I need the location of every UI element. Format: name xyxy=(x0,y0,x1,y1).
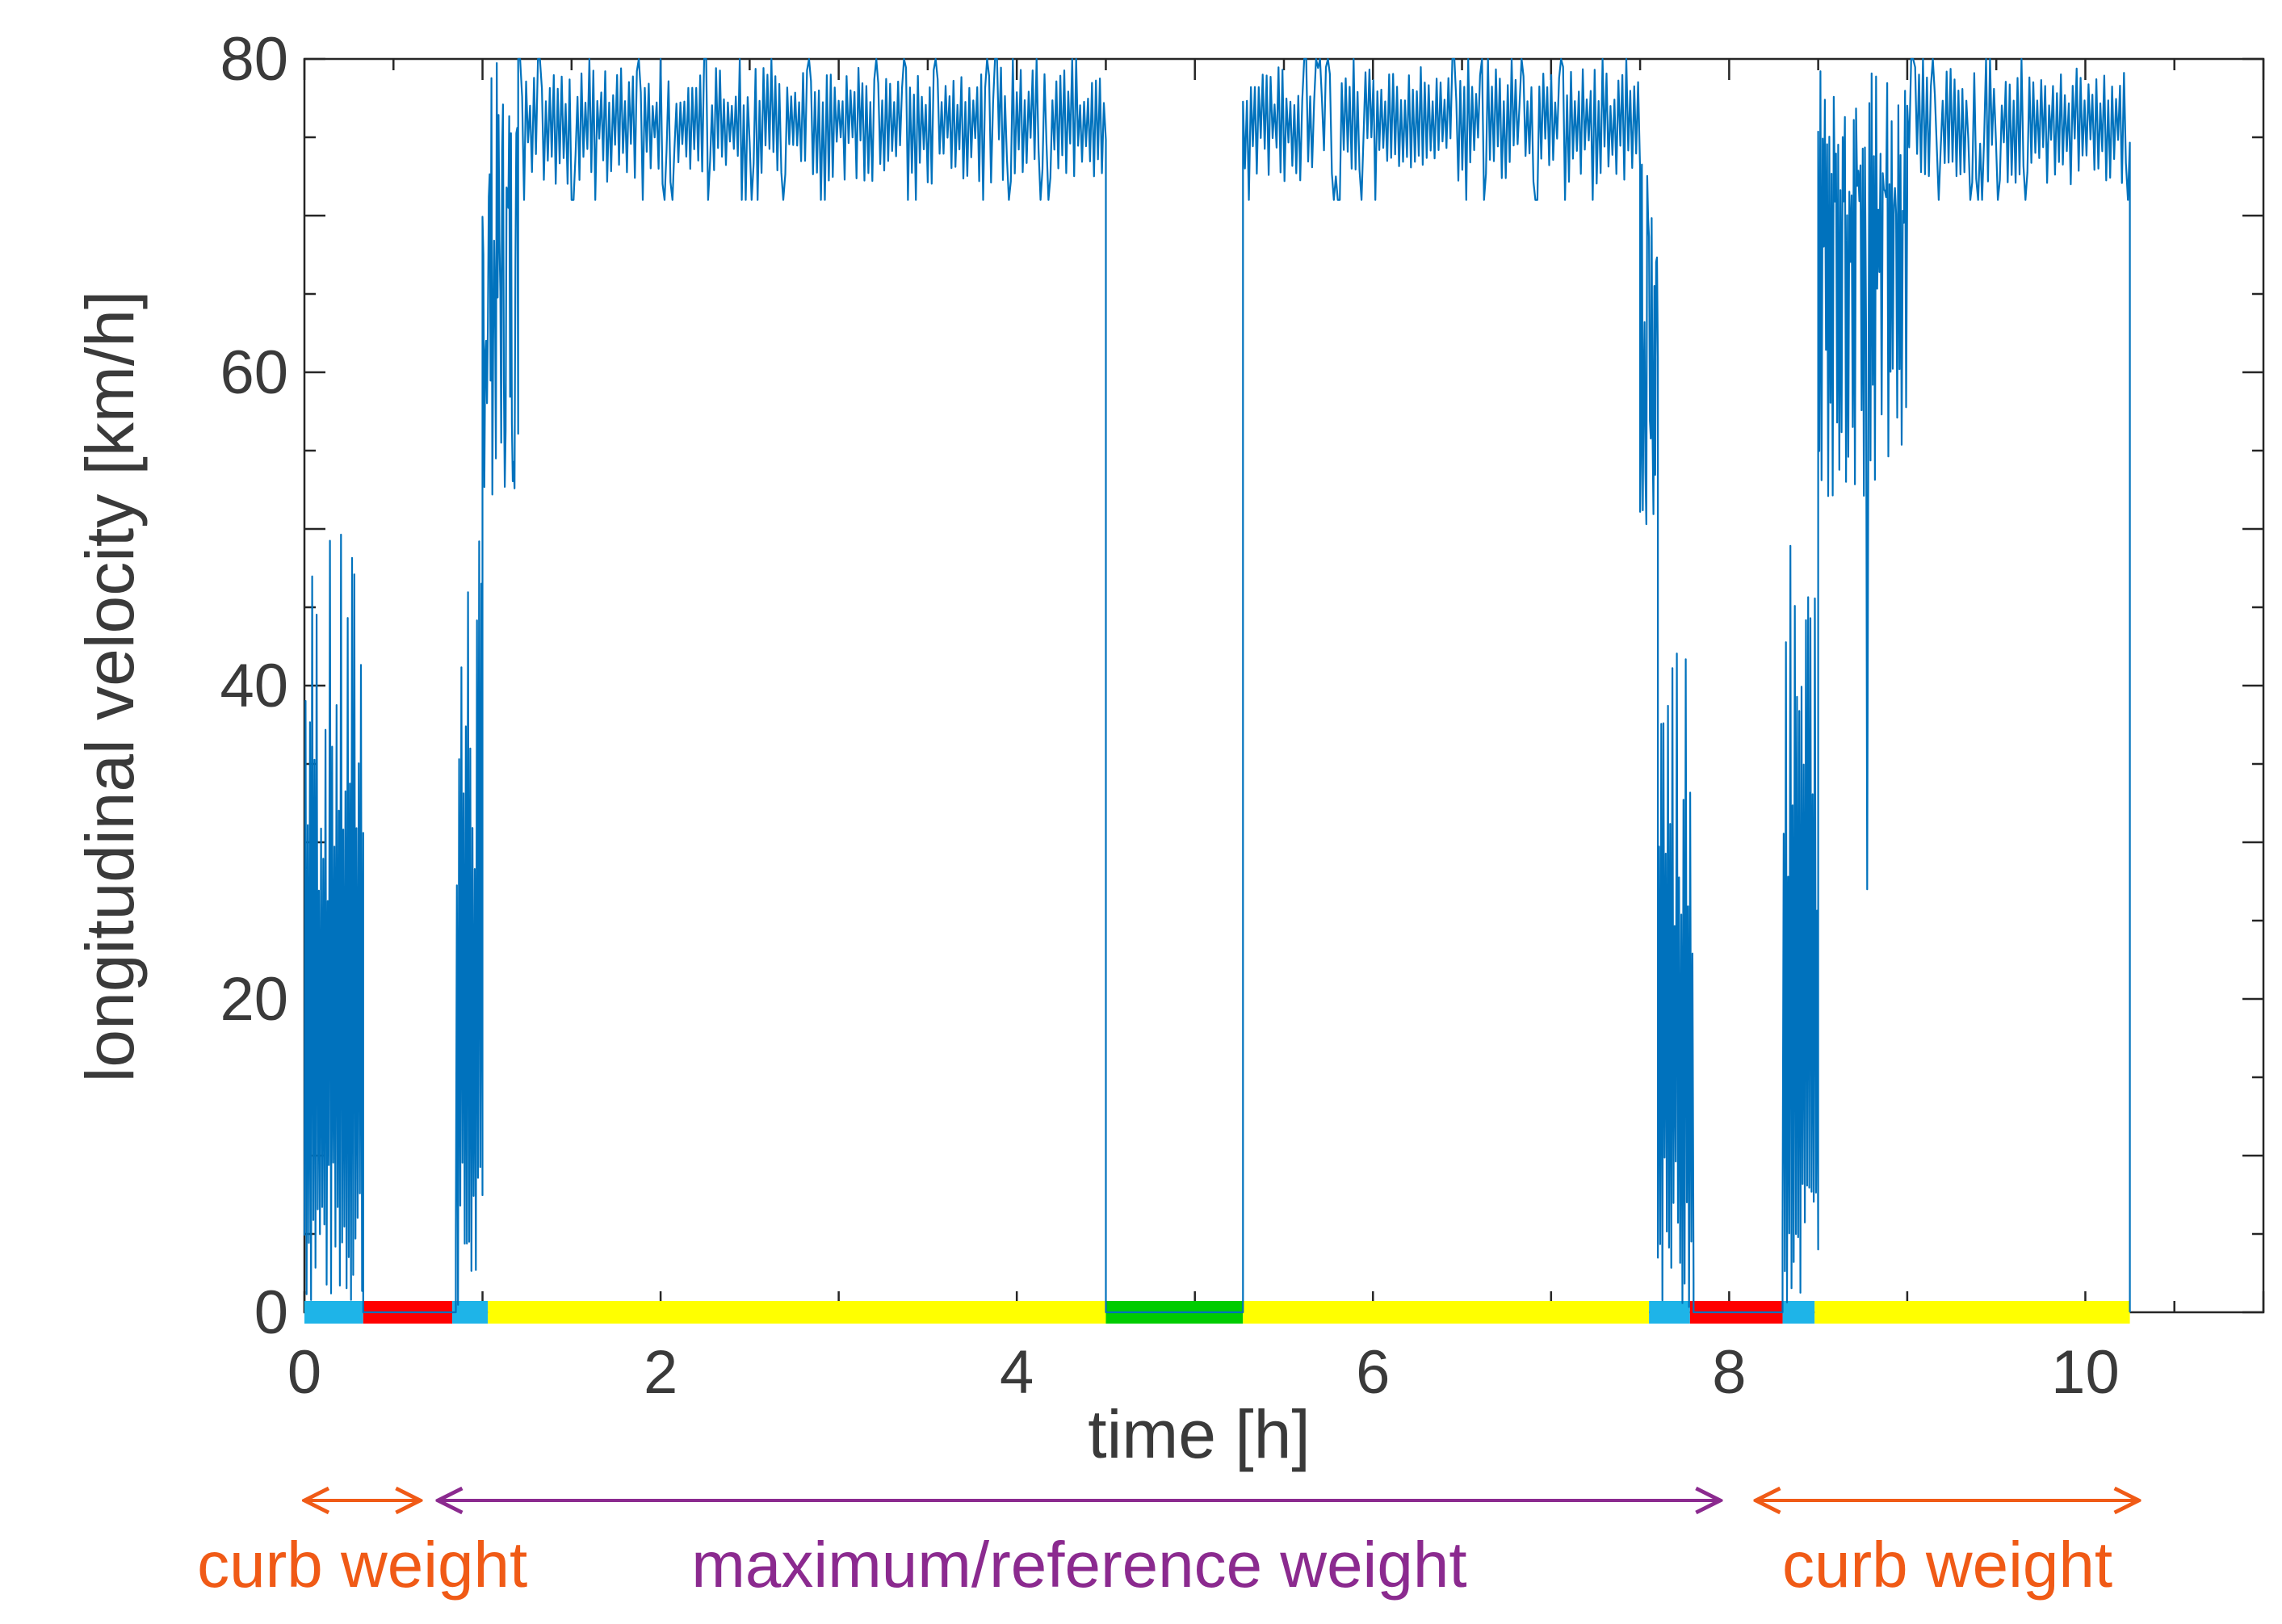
x-tick-label-1: 2 xyxy=(644,1338,677,1407)
weight-annotations: curb weight maximum/reference weight curb … xyxy=(197,1500,2138,1601)
x-tick-label-3: 6 xyxy=(1356,1338,1390,1407)
y-tick-label-4: 80 xyxy=(220,25,288,94)
phase-bar-segment-0 xyxy=(304,1301,363,1324)
y-tick-labels: 0 20 40 60 80 xyxy=(220,25,288,1347)
x-tick-label-0: 0 xyxy=(287,1338,321,1407)
y-tick-label-1: 20 xyxy=(220,965,288,1034)
y-tick-label-0: 0 xyxy=(254,1278,288,1347)
axis-ticks xyxy=(303,57,2265,1314)
phase-bar-segment-5 xyxy=(1243,1301,1650,1324)
phase-bar-segment-3 xyxy=(488,1301,1106,1324)
y-tick-label-3: 60 xyxy=(220,338,288,407)
phase-bar-segment-6 xyxy=(1649,1301,1690,1324)
x-axis-label: time [h] xyxy=(1088,1396,1310,1472)
x-tick-label-2: 4 xyxy=(1000,1338,1034,1407)
y-axis-label: longitudinal velocity [km/h] xyxy=(72,291,148,1082)
y-tick-label-2: 40 xyxy=(220,652,288,720)
velocity-line xyxy=(303,57,2131,1314)
max-ref-weight-label: maximum/reference weight xyxy=(691,1529,1466,1601)
curb-weight-1-label: curb weight xyxy=(197,1529,527,1601)
x-tick-labels: 0 2 4 6 8 10 xyxy=(287,1338,2120,1407)
plot-frame xyxy=(303,57,2265,1314)
velocity-series xyxy=(303,57,2131,1314)
plot-area xyxy=(303,57,2265,1314)
phase-bar-segment-8 xyxy=(1782,1301,1815,1324)
phase-bar-segment-9 xyxy=(1814,1301,2130,1324)
x-tick-label-5: 10 xyxy=(2051,1338,2120,1407)
curb-weight-2-label: curb weight xyxy=(1782,1529,2112,1601)
x-tick-label-4: 8 xyxy=(1712,1338,1746,1407)
